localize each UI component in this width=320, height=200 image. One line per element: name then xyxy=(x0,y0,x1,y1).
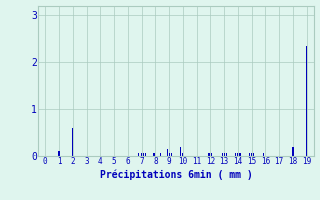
Bar xyxy=(59,151,60,156)
Bar xyxy=(141,153,142,156)
Bar xyxy=(138,153,140,156)
Bar xyxy=(237,153,238,156)
Bar xyxy=(143,153,144,156)
Bar xyxy=(180,147,181,156)
Bar xyxy=(239,153,241,156)
Bar xyxy=(292,147,293,156)
Bar xyxy=(182,153,183,156)
Bar xyxy=(160,153,161,156)
Bar xyxy=(251,153,252,156)
X-axis label: Précipitations 6min ( mm ): Précipitations 6min ( mm ) xyxy=(100,169,252,180)
Bar xyxy=(226,153,227,156)
Bar xyxy=(166,149,168,156)
Bar xyxy=(211,153,212,156)
Bar xyxy=(72,128,73,156)
Bar xyxy=(263,153,264,156)
Bar xyxy=(253,153,254,156)
Bar xyxy=(221,153,223,156)
Bar xyxy=(171,153,172,156)
Bar xyxy=(169,153,170,156)
Bar xyxy=(249,153,250,156)
Bar xyxy=(153,153,155,156)
Bar xyxy=(235,153,236,156)
Bar xyxy=(306,46,307,156)
Bar xyxy=(145,153,146,156)
Bar xyxy=(208,153,210,156)
Bar xyxy=(224,153,225,156)
